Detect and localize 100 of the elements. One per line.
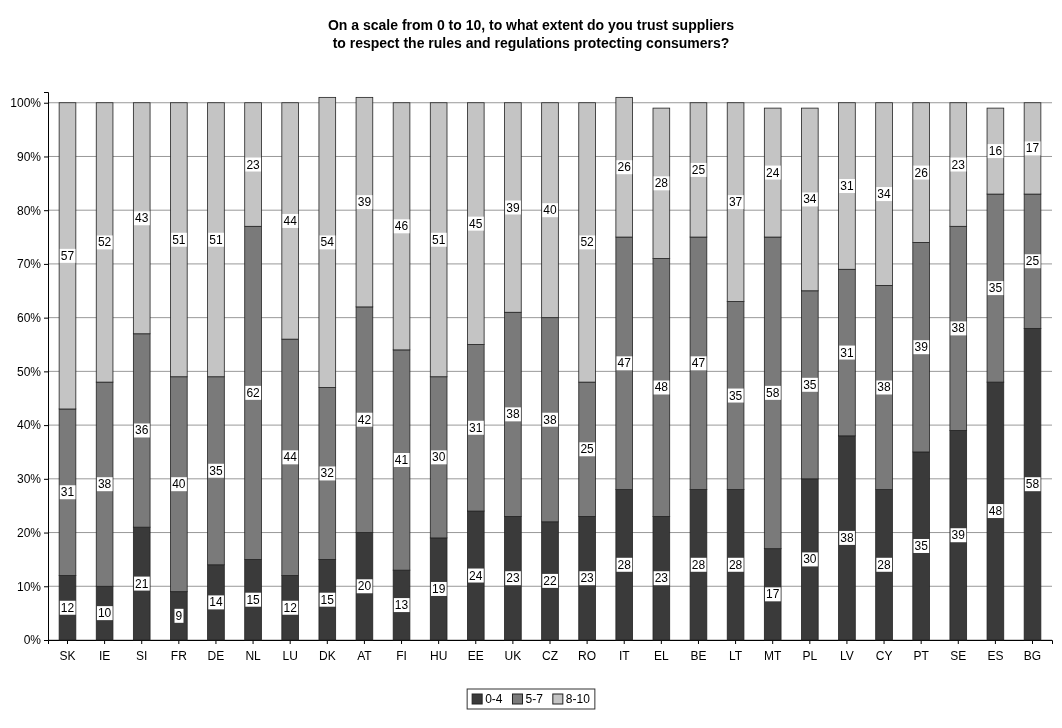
data-label: 52 <box>580 235 595 250</box>
data-label: 13 <box>394 598 409 613</box>
x-tick-label: DK <box>318 649 336 664</box>
data-label: 28 <box>877 557 892 572</box>
data-label: 51 <box>172 232 186 247</box>
data-label: 15 <box>246 592 261 607</box>
data-label: 19 <box>431 581 446 596</box>
data-label: 16 <box>988 144 1003 159</box>
data-label: 23 <box>951 157 966 172</box>
data-label: 35 <box>209 463 223 478</box>
legend-label: 8-10 <box>565 692 591 706</box>
y-tick-label: 90% <box>16 149 42 164</box>
data-label: 51 <box>209 232 223 247</box>
data-label: 48 <box>988 504 1003 519</box>
data-label: 51 <box>431 232 446 247</box>
data-label: 43 <box>135 211 149 226</box>
y-tick-label: 100% <box>10 96 42 111</box>
y-tick-label: 60% <box>16 310 42 325</box>
data-label: 37 <box>728 195 743 210</box>
data-label: 39 <box>914 340 929 355</box>
data-label: 47 <box>617 356 632 371</box>
y-tick-label: 20% <box>16 525 42 540</box>
data-label: 12 <box>283 600 298 615</box>
x-tick-label: SE <box>950 649 967 664</box>
chart-title: On a scale from 0 to 10, to what extent do you trust suppliers to respect the rules and regulations protecting consumers? <box>327 17 735 51</box>
data-label: 17 <box>1025 141 1040 156</box>
data-label: 35 <box>803 377 817 392</box>
data-label: 38 <box>543 412 557 427</box>
data-label: 44 <box>283 213 298 228</box>
data-label: 31 <box>469 420 483 435</box>
y-tick-label: 30% <box>16 472 42 487</box>
data-label: 58 <box>1025 477 1040 492</box>
data-label: 26 <box>914 165 929 180</box>
legend-label: 0-4 <box>485 692 503 706</box>
data-label: 44 <box>283 450 298 465</box>
x-tick-label: LU <box>282 649 298 664</box>
x-tick-label: LV <box>840 649 854 664</box>
data-label: 30 <box>431 450 446 465</box>
data-label: 38 <box>951 321 966 336</box>
data-label: 42 <box>357 412 372 427</box>
data-label: 17 <box>766 587 780 602</box>
data-label: 28 <box>691 557 706 572</box>
data-label: 24 <box>766 165 780 180</box>
data-label: 39 <box>506 200 520 215</box>
data-label: 25 <box>580 442 595 457</box>
x-tick-label: LT <box>729 649 743 664</box>
x-tick-label: HU <box>429 649 448 664</box>
y-tick-label: 50% <box>16 364 42 379</box>
data-label: 28 <box>617 557 632 572</box>
data-label: 20 <box>357 579 372 594</box>
data-label: 23 <box>654 571 669 586</box>
data-label: 38 <box>97 477 112 492</box>
data-label: 34 <box>877 187 892 202</box>
data-label: 35 <box>988 281 1003 296</box>
data-label: 22 <box>543 573 557 588</box>
data-label: 30 <box>803 552 817 567</box>
data-label: 52 <box>97 235 112 250</box>
data-label: 23 <box>506 571 520 586</box>
data-label: 48 <box>654 380 669 395</box>
data-label: 21 <box>135 576 149 591</box>
data-label: 57 <box>60 248 75 263</box>
data-label: 38 <box>506 407 520 422</box>
data-label: 34 <box>803 192 817 207</box>
x-tick-label: CY <box>875 649 893 664</box>
x-tick-label: AT <box>357 649 373 664</box>
data-label: 39 <box>951 528 966 543</box>
data-label: 40 <box>543 203 557 218</box>
data-label: 24 <box>469 568 483 583</box>
data-label: 15 <box>320 592 335 607</box>
data-label: 25 <box>691 162 706 177</box>
x-tick-label: PT <box>913 649 930 664</box>
data-label: 26 <box>617 160 632 175</box>
data-label: 62 <box>246 385 261 400</box>
x-tick-label: UK <box>504 649 522 664</box>
y-tick-label: 70% <box>16 257 42 272</box>
data-label: 38 <box>877 380 892 395</box>
x-tick-label: IT <box>618 649 631 664</box>
data-label: 35 <box>728 388 743 403</box>
data-label: 39 <box>357 195 372 210</box>
x-tick-label: FR <box>170 649 188 664</box>
data-label: 41 <box>394 453 409 468</box>
x-tick-label: FI <box>396 649 407 664</box>
data-label: 14 <box>209 595 223 610</box>
y-tick-label: 10% <box>16 579 42 594</box>
data-label: 32 <box>320 466 335 481</box>
data-label: 28 <box>654 176 669 191</box>
data-label: 31 <box>60 485 75 500</box>
legend-label: 5-7 <box>525 692 544 706</box>
x-tick-label: BG <box>1023 649 1042 664</box>
y-tick-label: 40% <box>16 418 42 433</box>
data-label: 25 <box>1025 254 1040 269</box>
data-label: 23 <box>580 571 595 586</box>
y-tick-label: 80% <box>16 203 42 218</box>
data-label: 38 <box>840 530 854 545</box>
x-tick-label: MT <box>764 649 783 664</box>
x-tick-label: PL <box>802 649 818 664</box>
x-tick-label: EL <box>654 649 670 664</box>
data-label: 35 <box>914 538 929 553</box>
x-tick-label: CZ <box>542 649 558 664</box>
data-label: 31 <box>840 345 854 360</box>
